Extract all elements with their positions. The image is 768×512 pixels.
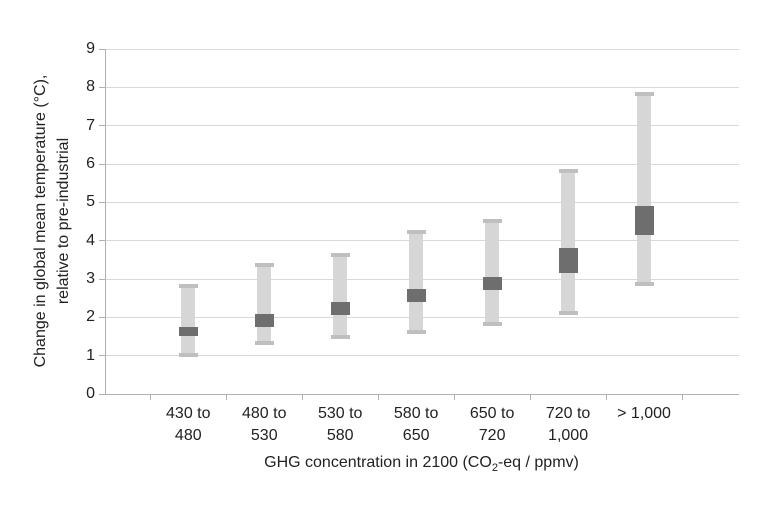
y-tick-mark	[99, 201, 106, 203]
range-cap-bottom	[482, 322, 502, 326]
range-cap-top	[330, 253, 350, 258]
y-axis-title-line1: Change in global mean temperature (°C),	[32, 74, 49, 368]
range-bar	[257, 263, 272, 345]
range-cap-bottom	[406, 329, 426, 334]
range-bar	[409, 231, 424, 333]
y-tick-label: 4	[86, 231, 95, 249]
x-category-label-line: 720 to	[545, 405, 591, 422]
x-category-label: 580 to 650	[371, 403, 461, 447]
x-axis-title: GHG concentration in 2100 (CO2-eq / ppmv…	[105, 454, 738, 474]
y-axis-title: Change in global mean temperature (°C), …	[29, 6, 75, 436]
x-axis-title-prefix: GHG concentration in 2100 (CO	[264, 454, 492, 471]
y-tick-mark	[99, 125, 106, 127]
x-category-label: 480 to 530	[219, 403, 309, 447]
x-axis-title-subscript: 2	[491, 462, 498, 474]
y-axis-title-line2: relative to pre-industrial	[55, 137, 72, 305]
x-category-label: 720 to 1,000	[523, 403, 613, 447]
central-estimate-band	[178, 326, 198, 337]
y-tick-label: 8	[86, 78, 95, 96]
central-estimate-band	[482, 277, 502, 291]
x-tick-mark	[605, 394, 607, 400]
x-tick-mark	[301, 394, 303, 400]
range-cap-bottom	[558, 310, 578, 315]
x-tick-mark	[453, 394, 455, 400]
x-category-label: 650 to 720	[447, 403, 537, 447]
x-category-label-line: 580	[326, 427, 354, 444]
range-bar	[485, 219, 500, 325]
range-cap-bottom	[254, 341, 274, 346]
x-tick-mark	[377, 394, 379, 400]
central-estimate-band	[254, 313, 274, 327]
central-estimate-band	[558, 248, 578, 274]
x-tick-mark	[681, 394, 683, 400]
y-tick-mark	[99, 86, 106, 88]
y-tick-label: 1	[86, 346, 95, 364]
y-tick-mark	[99, 355, 106, 357]
y-gridline	[106, 201, 739, 203]
range-cap-bottom	[178, 352, 198, 357]
range-cap-top	[254, 262, 274, 267]
y-gridline	[106, 86, 739, 88]
y-gridline	[106, 48, 739, 50]
range-cap-bottom	[330, 335, 350, 340]
x-category-label-line: 480	[174, 427, 202, 444]
x-tick-mark	[149, 394, 151, 400]
y-tick-label: 5	[86, 193, 95, 211]
x-category-label: > 1,000	[599, 403, 689, 425]
range-cap-top	[482, 218, 502, 223]
y-tick-mark	[99, 163, 106, 165]
y-tick-label: 0	[86, 385, 95, 402]
x-category-label-line: 650 to	[469, 405, 515, 422]
y-gridline	[106, 355, 739, 357]
range-cap-top	[558, 168, 578, 173]
x-category-label-line: 530	[250, 427, 278, 444]
range-cap-top	[178, 283, 198, 288]
x-category-label-line: 1,000	[548, 427, 589, 444]
y-tick-label: 6	[86, 155, 95, 172]
y-tick-mark	[99, 48, 106, 50]
plot-area: 0 1 2 3 4 5 6 7 8 9 430 to 480 480 to 530 530 to 580 580…	[86, 40, 739, 444]
y-tick-label: 7	[86, 116, 95, 134]
y-tick-mark	[99, 278, 106, 280]
y-tick-mark	[99, 316, 106, 318]
range-bar	[561, 169, 576, 314]
y-tick-label: 2	[86, 308, 95, 326]
x-category-label-line: 650	[402, 427, 430, 444]
y-gridline	[106, 125, 739, 127]
y-tick-mark	[99, 393, 106, 395]
central-estimate-band	[634, 206, 654, 235]
range-bar	[181, 284, 196, 356]
x-category-label-line: 720	[478, 427, 506, 444]
x-tick-mark	[529, 394, 531, 400]
y-tick-mark	[99, 240, 106, 242]
range-cap-top	[634, 92, 654, 97]
x-category-label-line: 480 to	[242, 405, 287, 422]
x-category-label: 530 to 580	[295, 403, 385, 447]
y-gridline	[106, 163, 739, 165]
range-cap-bottom	[634, 281, 654, 286]
y-tick-label: 3	[86, 270, 95, 287]
central-estimate-band	[406, 288, 426, 302]
range-cap-top	[406, 230, 426, 235]
x-category-label-line: 580 to	[393, 405, 439, 422]
central-estimate-band	[330, 302, 350, 316]
x-category-label-line: > 1,000	[617, 405, 671, 422]
range-bar	[333, 254, 348, 339]
x-category-label: 430 to 480	[143, 403, 233, 447]
x-category-label-line: 430 to	[166, 405, 211, 422]
x-axis-title-suffix: -eq / ppmv)	[497, 454, 579, 471]
x-category-label-line: 530 to	[317, 405, 363, 422]
range-bar	[637, 93, 652, 285]
x-tick-mark	[225, 394, 227, 400]
y-tick-label: 9	[86, 40, 95, 57]
